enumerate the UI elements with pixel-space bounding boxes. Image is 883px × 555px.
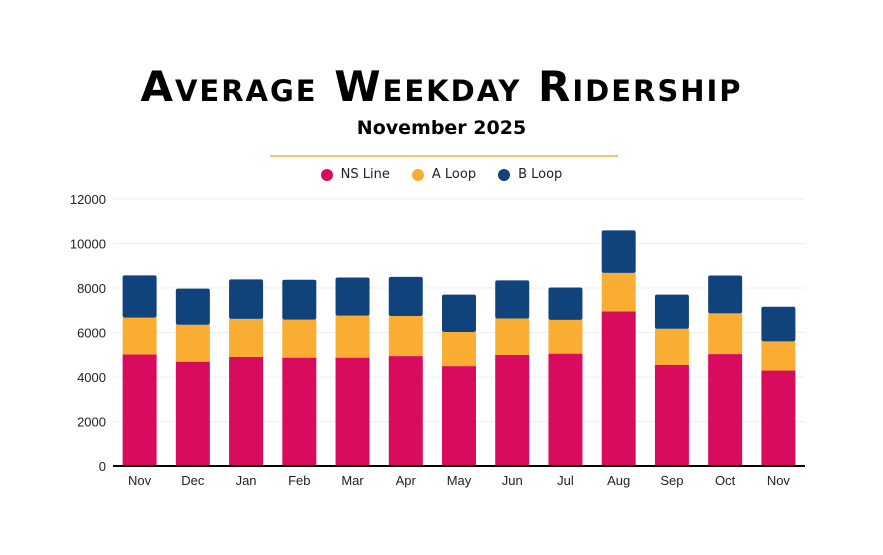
legend-item: B Loop: [498, 167, 562, 182]
bar-segment-ns-line: [388, 356, 423, 466]
x-tick-label: Feb: [288, 473, 310, 488]
y-tick-label: 8000: [77, 281, 106, 296]
bar-segment-ns-line: [708, 354, 743, 466]
bar-segment-b-loop: [175, 288, 210, 325]
bar-segment-a-loop: [654, 328, 689, 365]
bar-segment-b-loop: [335, 277, 370, 316]
y-tick-label: 6000: [77, 326, 106, 341]
chart-subtitle: November 2025: [356, 117, 527, 139]
y-tick-label: 0: [99, 459, 106, 474]
x-tick-label: Jan: [236, 473, 257, 488]
bar-segment-a-loop: [442, 332, 476, 367]
x-tick-label: Nov: [128, 473, 152, 488]
bar-segment-b-loop: [654, 294, 689, 329]
y-tick-label: 12000: [70, 192, 106, 207]
bar-segment-ns-line: [335, 357, 370, 466]
bar-segment-a-loop: [761, 341, 796, 371]
bar-segment-a-loop: [229, 318, 264, 357]
bar-segment-b-loop: [229, 279, 264, 319]
y-tick-label: 10000: [70, 237, 106, 252]
bar-segment-ns-line: [229, 356, 264, 466]
legend-label: NS Line: [340, 167, 390, 182]
bar-segment-b-loop: [282, 279, 317, 320]
x-tick-label: Oct: [715, 473, 736, 488]
bar-segment-a-loop: [548, 319, 583, 354]
bar-segment-ns-line: [548, 353, 583, 466]
bar-segment-a-loop: [388, 316, 423, 357]
bar-segment-ns-line: [122, 354, 157, 466]
x-tick-label: Jun: [502, 473, 523, 488]
bar-segment-b-loop: [548, 287, 583, 320]
bar-segment-ns-line: [282, 357, 317, 466]
bar-segment-a-loop: [495, 318, 530, 355]
legend-marker: [498, 168, 511, 181]
bar-segment-b-loop: [761, 306, 796, 342]
bar-segment-a-loop: [282, 319, 317, 358]
bar-segment-ns-line: [495, 354, 530, 466]
legend-item: A Loop: [411, 167, 477, 182]
bar-segment-ns-line: [175, 361, 210, 466]
x-tick-label: Apr: [396, 473, 417, 488]
x-tick-label: Nov: [767, 473, 791, 488]
bar-segment-b-loop: [708, 275, 743, 314]
x-tick-label: Aug: [607, 473, 630, 488]
bar-segment-a-loop: [122, 317, 157, 355]
legend-marker: [411, 168, 424, 181]
bar-segment-a-loop: [175, 324, 210, 362]
legend: NS Line A Loop B Loop: [0, 167, 883, 182]
x-tick-label: Sep: [660, 473, 683, 488]
bar-segment-b-loop: [601, 230, 636, 273]
legend-item: NS Line: [320, 167, 390, 182]
bar-segment-b-loop: [442, 294, 476, 333]
bar-segment-a-loop: [601, 272, 636, 312]
bar-segment-a-loop: [708, 313, 743, 355]
x-tick-label: May: [447, 473, 472, 488]
bar-segment-b-loop: [388, 276, 423, 317]
bar-segment-a-loop: [335, 315, 370, 358]
x-tick-label: Mar: [341, 473, 364, 488]
x-tick-label: Dec: [181, 473, 205, 488]
bar-segment-b-loop: [495, 280, 530, 319]
bar-segment-ns-line: [761, 370, 796, 466]
bar-segment-ns-line: [654, 364, 689, 466]
bar-segment-ns-line: [442, 366, 476, 466]
y-tick-label: 4000: [77, 370, 106, 385]
legend-marker: [320, 168, 333, 181]
bar-segment-ns-line: [601, 311, 636, 466]
y-tick-label: 2000: [77, 415, 106, 430]
legend-label: B Loop: [518, 167, 563, 182]
chart-title: Average Weekday Ridership: [140, 62, 743, 111]
title-divider: [270, 155, 618, 157]
bar-segment-b-loop: [122, 275, 157, 318]
x-tick-label: Jul: [557, 473, 574, 488]
legend-label: A Loop: [431, 167, 477, 182]
